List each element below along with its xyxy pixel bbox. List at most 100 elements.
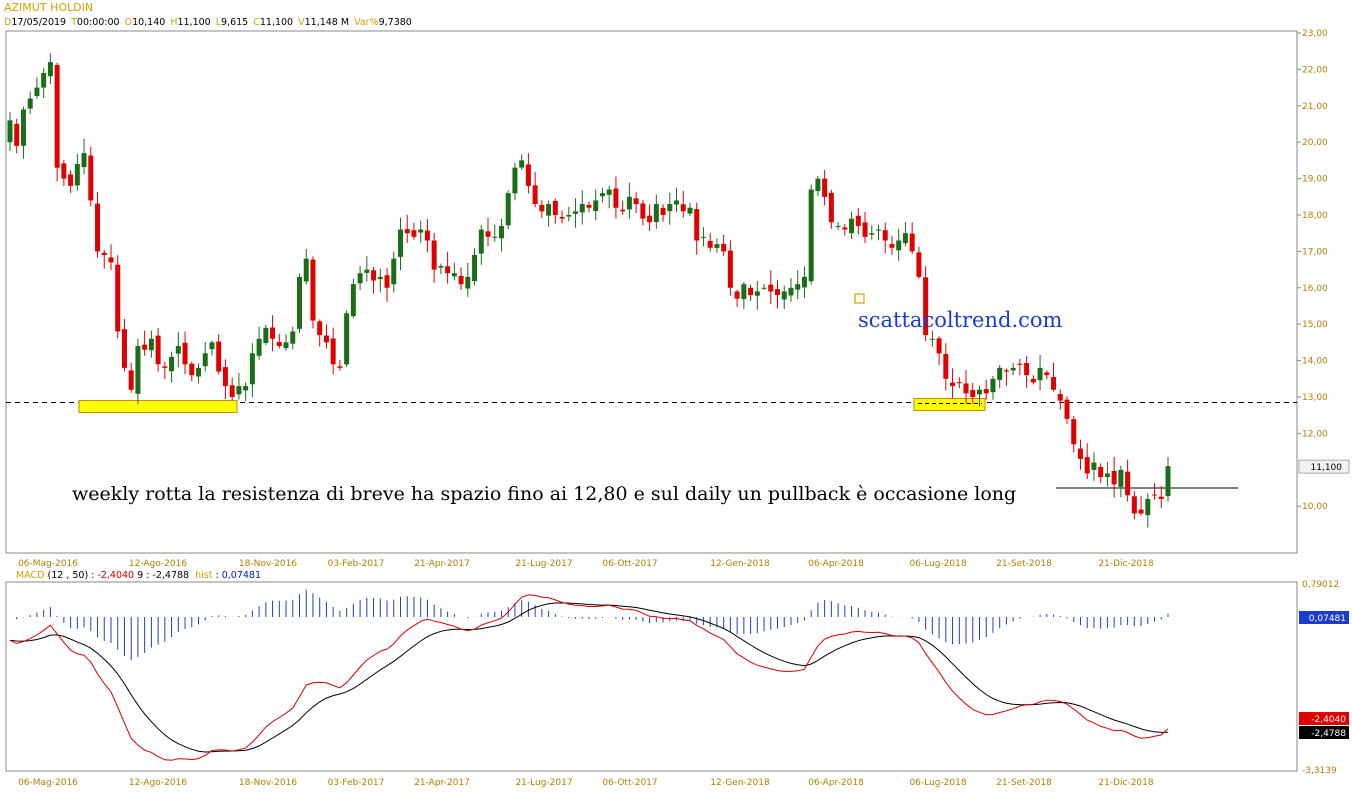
info-key-0: D bbox=[4, 17, 12, 28]
macd-tag-box bbox=[1299, 712, 1349, 725]
x-tick-label-macd-8: 06-Apr-2018 bbox=[808, 778, 864, 788]
candle-body-12 bbox=[88, 155, 94, 201]
candle-body-133 bbox=[902, 233, 908, 244]
candle-body-158 bbox=[1071, 419, 1077, 445]
candle-body-141 bbox=[956, 382, 962, 384]
candle-body-151 bbox=[1024, 363, 1030, 376]
candle-body-71 bbox=[485, 231, 491, 237]
candle-body-144 bbox=[976, 389, 982, 395]
candle-body-97 bbox=[660, 207, 666, 215]
candle-body-68 bbox=[465, 276, 471, 289]
candle-body-105 bbox=[714, 244, 720, 248]
candle-body-91 bbox=[620, 209, 626, 212]
x-tick-label-macd-7: 12-Gen-2018 bbox=[710, 778, 770, 788]
info-value-4: 9,615 bbox=[221, 17, 249, 28]
y-tick-label-1: 22,00 bbox=[1302, 65, 1328, 75]
candle-body-122 bbox=[828, 192, 834, 223]
candle-body-40 bbox=[276, 341, 282, 347]
x-tick-label-0: 06-Mag-2016 bbox=[18, 559, 78, 569]
x-tick-label-macd-2: 18-Nov-2016 bbox=[239, 778, 297, 788]
y-tick-label-8: 15,00 bbox=[1302, 320, 1328, 330]
candle-body-80 bbox=[546, 204, 552, 216]
candle-body-129 bbox=[876, 229, 881, 231]
candle-body-92 bbox=[626, 196, 632, 210]
candle-body-18 bbox=[128, 370, 134, 390]
candle-body-165 bbox=[1118, 469, 1124, 487]
candle-body-59 bbox=[404, 229, 410, 234]
candle-body-102 bbox=[694, 209, 700, 241]
candle-body-46 bbox=[317, 321, 323, 336]
y-tick-label-7: 16,00 bbox=[1302, 284, 1328, 294]
candle-body-146 bbox=[990, 378, 996, 393]
y-tick-label-11: 12,00 bbox=[1302, 429, 1328, 439]
candle-body-88 bbox=[599, 193, 605, 197]
candle-body-34 bbox=[236, 386, 242, 395]
candle-body-164 bbox=[1111, 470, 1117, 485]
candle-body-5 bbox=[41, 73, 47, 88]
chart-title: AZIMUT HOLDIN bbox=[4, 1, 94, 14]
candle-body-76 bbox=[519, 160, 525, 168]
candle-body-24 bbox=[169, 356, 175, 372]
candle-body-127 bbox=[862, 222, 868, 237]
candle-body-113 bbox=[768, 284, 774, 292]
info-value-3: 11,100 bbox=[177, 17, 211, 28]
candle-body-43 bbox=[297, 276, 302, 329]
candle-body-30 bbox=[209, 342, 215, 350]
candle-body-2 bbox=[20, 109, 26, 146]
candle-body-134 bbox=[909, 233, 915, 252]
candle-body-161 bbox=[1091, 462, 1097, 470]
candle-body-8 bbox=[61, 163, 67, 179]
chart-frames bbox=[5, 30, 1298, 772]
candle-body-107 bbox=[727, 250, 733, 288]
x-tick-label-10: 21-Set-2018 bbox=[996, 559, 1052, 569]
candle-body-108 bbox=[734, 291, 740, 299]
macd-panel: 0,07481 -2,4040 -2,4788 bbox=[9, 589, 1349, 761]
info-key-1: T bbox=[71, 17, 77, 28]
x-tick-label-macd-5: 21-Lug-2017 bbox=[515, 778, 572, 788]
candle-body-37 bbox=[256, 338, 262, 356]
candle-body-156 bbox=[1057, 394, 1063, 401]
price-tag-box bbox=[1298, 459, 1350, 474]
support-zone-2 bbox=[913, 397, 986, 411]
macd-label: MACD bbox=[16, 570, 45, 581]
candle-body-112 bbox=[761, 287, 767, 289]
candle-body-28 bbox=[196, 367, 202, 377]
candle-body-116 bbox=[788, 287, 794, 296]
candle-body-21 bbox=[148, 338, 154, 351]
candle-body-147 bbox=[997, 367, 1003, 380]
candle-body-35 bbox=[243, 386, 249, 391]
candle-body-11 bbox=[81, 153, 87, 168]
candle-body-66 bbox=[451, 273, 457, 277]
macd-y-tick-0: 0,79012 bbox=[1302, 580, 1339, 590]
macd-line bbox=[9, 594, 1169, 761]
candle-body-63 bbox=[431, 240, 437, 270]
candle-body-62 bbox=[424, 230, 430, 241]
candle-body-117 bbox=[795, 284, 801, 290]
info-value-7: 9,7380 bbox=[378, 17, 412, 28]
x-tick-label-9: 06-Lug-2018 bbox=[909, 559, 966, 569]
candle-body-48 bbox=[330, 338, 336, 365]
candle-body-20 bbox=[142, 344, 148, 350]
x-tick-label-macd-10: 21-Set-2018 bbox=[996, 778, 1052, 788]
candle-body-140 bbox=[950, 382, 956, 387]
candle-body-78 bbox=[532, 185, 538, 205]
candle-body-13 bbox=[95, 203, 101, 252]
x-tick-label-macd-9: 06-Lug-2018 bbox=[909, 778, 966, 788]
x-tick-label-6: 06-Ott-2017 bbox=[602, 559, 657, 569]
candle-body-169 bbox=[1145, 498, 1151, 516]
candle-body-104 bbox=[707, 240, 713, 248]
info-value-6: 11,148 M bbox=[304, 17, 350, 28]
candle-body-1 bbox=[14, 123, 20, 146]
candle-body-167 bbox=[1131, 496, 1137, 514]
macd-params: (12 , 50) bbox=[47, 570, 89, 581]
x-tick-label-macd-11: 21-Dic-2018 bbox=[1098, 778, 1154, 788]
candle-body-27 bbox=[189, 363, 195, 376]
candle-body-100 bbox=[680, 204, 686, 212]
candle-body-128 bbox=[869, 233, 875, 235]
macd-tag-text: -2,4040 bbox=[1311, 715, 1346, 725]
candle-body-171 bbox=[1158, 496, 1164, 499]
x-tick-label-5: 21-Lug-2017 bbox=[515, 559, 572, 569]
candle-body-79 bbox=[539, 204, 545, 212]
hist-label: hist bbox=[195, 570, 213, 581]
